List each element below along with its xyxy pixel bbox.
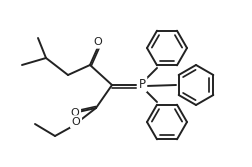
Text: O: O [94, 37, 102, 47]
Text: P: P [139, 77, 145, 91]
Text: O: O [71, 108, 79, 118]
Text: O: O [72, 117, 80, 127]
